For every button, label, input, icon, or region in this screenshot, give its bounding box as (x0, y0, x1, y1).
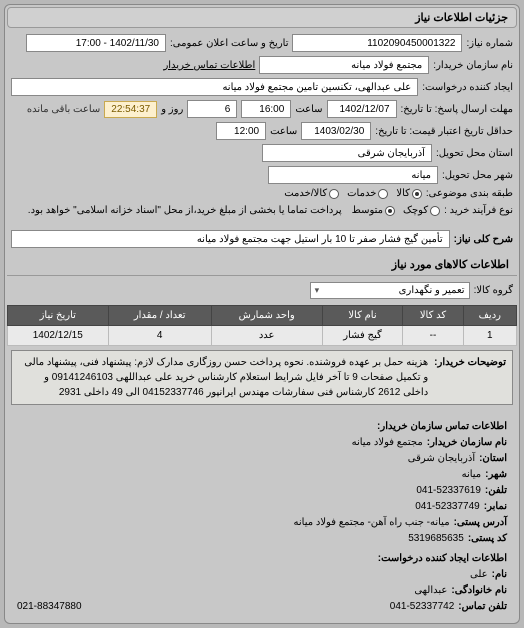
col-name: نام کالا (322, 306, 403, 326)
days-remain-field: 6 (187, 100, 237, 118)
org-name-label: نام سازمان خریدار: (427, 435, 507, 451)
buyer-description-box: توضیحات خریدار: هزینه حمل بر عهده فروشند… (11, 350, 513, 405)
deadline-time-label: ساعت (295, 104, 322, 115)
panel-title: جزئیات اطلاعات نیاز (7, 7, 517, 28)
goods-section-title: اطلاعات کالاهای مورد نیاز (7, 254, 517, 276)
group-label: گروه کالا: (474, 285, 513, 296)
c-fname: علی (470, 567, 488, 583)
group-value: تعمیر و نگهداری (399, 285, 465, 296)
buyer-label: نام سازمان خریدار: (433, 60, 513, 71)
validity-date-field: 1403/02/30 (301, 122, 371, 140)
proc-medium-radio[interactable]: متوسط (352, 205, 395, 216)
req-no-field: 1102090450001322 (292, 34, 462, 52)
radio-dot-icon (385, 206, 395, 216)
c-phone-label: تلفن: (485, 483, 507, 499)
creator-label: ایجاد کننده درخواست: (422, 82, 513, 93)
contact-block: اطلاعات تماس سازمان خریدار: نام سازمان خ… (7, 409, 517, 621)
cell-n: 1 (463, 326, 516, 346)
c-phone: 041-52337619 (416, 483, 481, 499)
c-province: آذربایجان شرقی (408, 451, 475, 467)
days-remain-label: روز و (161, 104, 183, 115)
deadline-time-field: 16:00 (241, 100, 291, 118)
cell-qty: 4 (108, 326, 211, 346)
buyer-desc-label: توضیحات خریدار: (434, 355, 506, 400)
pub-date-label: تاریخ و ساعت اعلان عمومی: (170, 38, 289, 49)
goods-table: ردیف کد کالا نام کالا واحد شمارش تعداد /… (7, 305, 517, 346)
radio-dot-icon (329, 189, 339, 199)
creator-contact-header: اطلاعات ایجاد کننده درخواست: (17, 551, 507, 567)
buyer-contact-link[interactable]: اطلاعات تماس خریدار (163, 60, 255, 71)
cat-goods-radio[interactable]: کالا (396, 188, 422, 199)
cat-goods-services-radio[interactable]: کالا/خدمت (284, 188, 339, 199)
proc-small-radio[interactable]: کوچک (403, 205, 440, 216)
category-label: طبقه بندی موضوعی: (426, 188, 513, 199)
c-fax: 041-52337749 (415, 499, 480, 515)
c-city-label: شهر: (485, 467, 507, 483)
c-province-label: استان: (479, 451, 507, 467)
validity-label: حداقل تاریخ اعتبار قیمت: تا تاریخ: (375, 126, 513, 137)
deadline-label: مهلت ارسال پاسخ: تا تاریخ: (401, 104, 513, 115)
c-cphone: 041-52337742 (390, 599, 455, 615)
province-field: آذربایجان شرقی (262, 144, 432, 162)
cat-services-radio[interactable]: خدمات (347, 188, 388, 199)
remaining-label: ساعت باقی مانده (27, 104, 100, 115)
c-city: میانه (462, 467, 482, 483)
buyer-desc-text: هزینه حمل بر عهده فروشنده. نحوه پرداخت ح… (18, 355, 428, 400)
c-address: میانه- جنب راه آهن- مجتمع فولاد میانه (294, 515, 450, 531)
details-panel: جزئیات اطلاعات نیاز شماره نیاز: 11020904… (4, 4, 520, 624)
buyer-field: مجتمع فولاد میانه (259, 56, 429, 74)
cell-date: 1402/12/15 (8, 326, 109, 346)
table-row[interactable]: 1 -- گیج فشار عدد 4 1402/12/15 (8, 326, 517, 346)
summary-field: تأمین گیج فشار صفر تا 10 بار استیل جهت م… (11, 230, 450, 248)
c-lname-label: نام خانوادگی: (451, 583, 507, 599)
c-fname-label: نام: (492, 567, 507, 583)
city-field: میانه (268, 166, 438, 184)
city-label: شهر محل تحویل: (442, 170, 513, 181)
cell-code: -- (403, 326, 463, 346)
radio-dot-icon (430, 206, 440, 216)
creator-field: علی عبدالهی، تکنسین تامین مجتمع فولاد می… (11, 78, 418, 96)
summary-label: شرح کلی نیاز: (454, 234, 513, 245)
c-postal: 5319685635 (408, 531, 464, 547)
validity-time-label: ساعت (270, 126, 297, 137)
process-radio-group: کوچک متوسط (352, 205, 440, 216)
radio-dot-icon (378, 189, 388, 199)
col-row: ردیف (463, 306, 516, 326)
cell-name: گیج فشار (322, 326, 403, 346)
c-lname: عبدالهی (414, 583, 447, 599)
category-radio-group: کالا خدمات کالا/خدمت (284, 188, 422, 199)
process-label: نوع فرآیند خرید : (444, 205, 513, 216)
countdown-timer: 22:54:37 (104, 101, 157, 118)
col-unit: واحد شمارش (211, 306, 322, 326)
province-label: استان محل تحویل: (436, 148, 513, 159)
group-select[interactable]: تعمیر و نگهداری ▾ (310, 282, 470, 299)
org-name: مجتمع فولاد میانه (352, 435, 423, 451)
c-postal-label: کد پستی: (468, 531, 507, 547)
table-header-row: ردیف کد کالا نام کالا واحد شمارش تعداد /… (8, 306, 517, 326)
process-note: پرداخت تماما یا بخشی از مبلغ خرید،از محل… (22, 203, 348, 218)
cell-unit: عدد (211, 326, 322, 346)
col-qty: تعداد / مقدار (108, 306, 211, 326)
c-cphone-label: تلفن تماس: (458, 599, 507, 615)
req-no-label: شماره نیاز: (466, 38, 513, 49)
radio-dot-icon (412, 189, 422, 199)
col-date: تاریخ نیاز (8, 306, 109, 326)
col-code: کد کالا (403, 306, 463, 326)
chevron-down-icon: ▾ (315, 285, 320, 296)
c-fax-label: نمابر: (484, 499, 507, 515)
pub-date-field: 1402/11/30 - 17:00 (26, 34, 166, 52)
c-ext: 021-88347880 (17, 599, 82, 615)
c-address-label: آدرس پستی: (454, 515, 507, 531)
deadline-date-field: 1402/12/07 (327, 100, 397, 118)
validity-time-field: 12:00 (216, 122, 266, 140)
org-contact-header: اطلاعات تماس سازمان خریدار: (17, 419, 507, 435)
